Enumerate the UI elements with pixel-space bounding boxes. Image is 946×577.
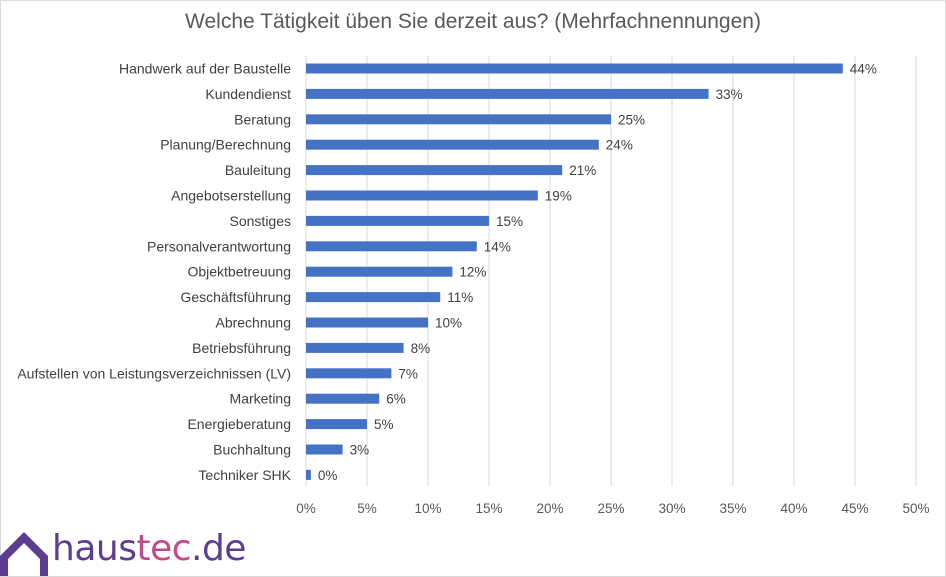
x-tick-label: 35% [719,501,746,516]
value-labels: 44% 33% 25% 24% 21% 19% 15% 14% 12% 11% 10% 8% 7% 6% 5… [318,62,877,483]
bar [306,241,477,252]
x-tick-label: 45% [841,501,868,516]
data-label: 21% [569,163,596,178]
logo-part-tec: tec [136,528,192,569]
bar [306,88,709,99]
x-tick-label: 50% [902,501,929,516]
category-label: Geschäftsführung [180,289,291,305]
data-label: 3% [350,443,370,458]
bar [306,139,599,150]
data-label: 7% [398,366,418,381]
x-tick-labels: 0% 5% 10% 15% 20% 25% 30% 35% 40% 45% 50% [296,501,929,516]
logo-part-domain: .de [191,528,246,569]
category-label: Personalverantwortung [147,238,291,254]
data-label: 5% [374,417,394,432]
data-label: 0% [318,468,338,483]
category-label: Aufstellen von Leistungsverzeichnissen (… [17,365,291,381]
bar [306,419,367,430]
house-roof-icon [0,532,48,576]
chart-title: Welche Tätigkeit üben Sie derzeit aus? (… [185,10,761,33]
x-tick-label: 5% [357,501,377,516]
data-label: 6% [386,392,406,407]
bar [306,444,343,455]
category-label: Buchhaltung [213,442,291,458]
data-label: 25% [618,112,645,127]
logo-part-haus: haus [52,528,137,569]
data-label: 19% [545,189,572,204]
category-label: Kundendienst [205,86,291,102]
category-label: Handwerk auf der Baustelle [119,61,291,77]
bar [306,317,428,328]
bars [306,63,843,480]
x-tick-label: 0% [296,501,316,516]
bar [306,393,380,404]
bar [306,469,311,480]
category-label: Planung/Berechnung [160,137,291,153]
category-label: Techniker SHK [198,467,291,483]
bar [306,342,404,353]
category-label: Sonstiges [230,213,291,229]
data-label: 8% [411,341,431,356]
x-tick-label: 30% [658,501,685,516]
bar [306,215,489,226]
x-tick-label: 25% [597,501,624,516]
category-label: Abrechnung [215,315,291,331]
bar [306,368,392,379]
category-label: Energieberatung [187,416,291,432]
haustec-logo [0,532,48,576]
category-label: Bauleitung [225,162,291,178]
data-label: 10% [435,316,462,331]
bar [306,190,538,201]
bar [306,63,843,74]
x-tick-label: 40% [780,501,807,516]
bar [306,114,611,125]
data-label: 24% [606,138,633,153]
bar [306,292,441,303]
gridlines [305,56,917,486]
bar [306,266,453,277]
data-label: 11% [447,290,473,305]
logo-text: haustec.de [52,531,246,567]
data-label: 33% [716,87,743,102]
category-label: Angebotserstellung [171,188,291,204]
data-label: 12% [459,265,486,280]
x-tick-label: 10% [414,501,441,516]
x-tick-label: 20% [536,501,563,516]
category-label: Beratung [234,111,291,127]
data-label: 44% [850,62,877,77]
bar [306,165,563,176]
category-label: Objektbetreuung [187,264,291,280]
category-label: Marketing [230,391,291,407]
category-label: Betriebsführung [192,340,291,356]
data-label: 15% [496,214,523,229]
category-labels: Handwerk auf der Baustelle Kundendienst Be… [17,61,291,483]
data-label: 14% [484,239,511,254]
x-tick-label: 15% [475,501,502,516]
